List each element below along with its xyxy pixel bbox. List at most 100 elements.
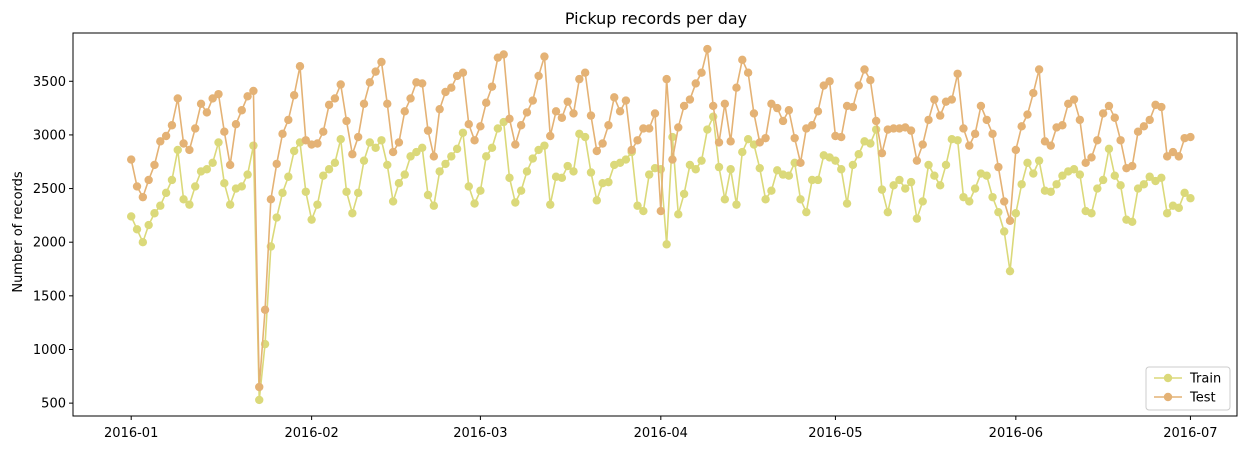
data-point-train xyxy=(1034,156,1044,165)
data-point-test xyxy=(423,126,433,135)
series-test xyxy=(127,44,1195,392)
data-point-test xyxy=(179,139,188,148)
data-point-test xyxy=(732,83,741,92)
data-point-test xyxy=(1186,132,1195,142)
data-point-train xyxy=(470,199,479,208)
data-point-train xyxy=(173,145,182,155)
y-tick-label: 2000 xyxy=(33,236,66,251)
data-point-test xyxy=(965,141,974,150)
data-point-train xyxy=(959,192,968,202)
data-point-train xyxy=(674,210,683,219)
data-point-test xyxy=(144,175,153,185)
data-point-train xyxy=(249,141,258,150)
data-point-test xyxy=(464,119,473,129)
data-point-test xyxy=(1133,127,1143,136)
data-point-train xyxy=(901,184,910,193)
data-point-train xyxy=(377,136,386,145)
y-axis-label: Number of records xyxy=(11,171,26,293)
data-point-test xyxy=(691,79,700,88)
data-point-train xyxy=(604,177,613,187)
data-point-train xyxy=(441,159,450,169)
data-point-test xyxy=(441,87,450,97)
legend-label-test: Test xyxy=(1189,391,1216,406)
data-point-train xyxy=(1133,184,1143,193)
data-point-test xyxy=(1104,101,1114,111)
legend: Train Test xyxy=(1145,366,1231,411)
data-point-train xyxy=(278,188,287,198)
data-point-train xyxy=(540,141,549,150)
data-point-test xyxy=(319,127,328,136)
data-point-test xyxy=(726,137,735,146)
data-point-train xyxy=(703,125,712,134)
data-point-train xyxy=(953,136,962,145)
data-point-test xyxy=(1034,65,1044,74)
data-point-train xyxy=(563,161,572,171)
data-point-test xyxy=(778,116,788,126)
data-point-train xyxy=(284,172,293,181)
data-point-test xyxy=(255,382,264,392)
data-point-train xyxy=(161,188,171,198)
legend-marker-train xyxy=(1163,373,1173,383)
data-point-train xyxy=(994,207,1003,217)
data-point-train xyxy=(1116,181,1125,190)
data-point-train xyxy=(179,195,188,204)
data-point-test xyxy=(511,140,520,149)
data-point-test xyxy=(220,127,229,136)
data-point-train xyxy=(569,167,578,176)
data-point-test xyxy=(237,106,246,115)
data-point-train xyxy=(1005,266,1015,276)
data-point-test xyxy=(569,109,578,118)
data-point-test xyxy=(266,195,276,204)
data-point-test xyxy=(476,122,485,131)
data-point-test xyxy=(214,89,223,99)
data-point-test xyxy=(935,111,945,120)
data-point-test xyxy=(738,55,747,65)
data-point-train xyxy=(208,158,217,168)
data-point-train xyxy=(784,171,794,180)
data-point-test xyxy=(563,97,572,106)
data-point-test xyxy=(947,95,957,104)
data-point-train xyxy=(534,145,543,155)
data-point-train xyxy=(714,162,724,172)
data-point-train xyxy=(726,165,735,174)
data-point-train xyxy=(930,171,939,180)
data-point-test xyxy=(627,145,636,155)
data-point-test xyxy=(1069,95,1079,104)
data-point-test xyxy=(749,109,759,118)
data-point-test xyxy=(924,115,933,125)
data-point-train xyxy=(802,207,811,217)
data-point-train xyxy=(697,156,706,165)
data-point-test xyxy=(953,69,962,78)
y-axis: 500 1000 1500 2000 2500 3000 3500 xyxy=(33,75,73,412)
data-point-test xyxy=(301,136,310,145)
data-point-train xyxy=(429,201,439,210)
data-point-train xyxy=(423,190,433,200)
data-point-test xyxy=(1058,121,1067,130)
data-point-test xyxy=(551,107,561,116)
data-point-test xyxy=(586,111,596,120)
data-point-test xyxy=(866,76,875,85)
data-point-train xyxy=(482,152,491,161)
x-tick-label: 2016-05 xyxy=(808,426,862,441)
data-point-test xyxy=(592,146,601,156)
data-point-test xyxy=(674,123,683,132)
data-point-test xyxy=(982,115,991,125)
data-point-train xyxy=(877,185,887,194)
data-point-test xyxy=(1168,147,1178,157)
data-point-train xyxy=(342,187,351,196)
data-point-train xyxy=(255,395,264,405)
data-point-test xyxy=(505,114,514,124)
data-point-test xyxy=(644,124,654,133)
data-point-train xyxy=(883,207,892,217)
data-point-test xyxy=(429,152,439,161)
data-point-train xyxy=(336,135,345,144)
data-point-train xyxy=(225,200,235,209)
data-point-test xyxy=(610,93,619,102)
data-point-test xyxy=(604,121,613,130)
series-line-train xyxy=(130,113,1191,400)
data-point-train xyxy=(476,186,485,195)
data-point-test xyxy=(371,67,380,76)
data-point-test xyxy=(761,133,770,143)
data-point-train xyxy=(685,160,695,170)
data-point-test xyxy=(243,92,252,101)
